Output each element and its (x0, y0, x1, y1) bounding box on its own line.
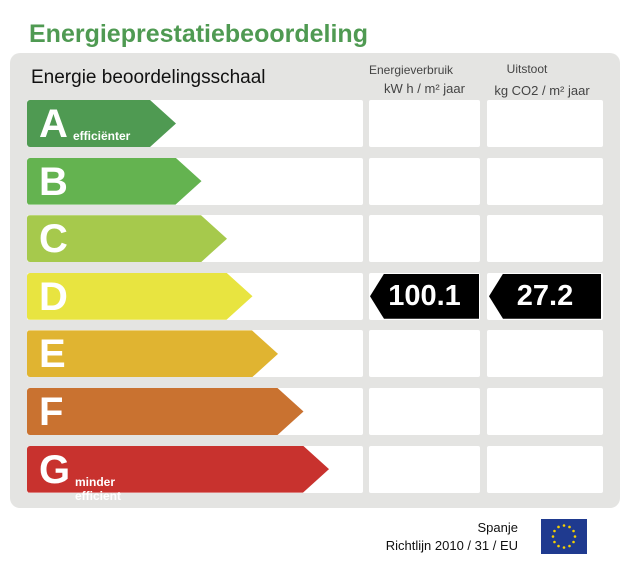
rating-letter: E (39, 332, 66, 377)
page-title: Energieprestatiebeoordeling (29, 20, 368, 48)
energy-value: 100.1 (370, 273, 479, 319)
rating-arrow (27, 215, 227, 263)
emission-header: Uitstoot (506, 62, 548, 76)
emission-cell (487, 445, 603, 493)
emission-cell (487, 100, 603, 147)
energy-header: Energieverbruik (369, 63, 454, 77)
rating-letter: C (39, 217, 68, 262)
rating-arrow (27, 272, 253, 320)
eu-star (553, 540, 556, 544)
emission-cell (487, 330, 603, 378)
emission-cell (487, 215, 603, 263)
eu-star (572, 540, 575, 544)
eu-flag-icon (541, 519, 587, 554)
rating-arrow (27, 157, 202, 205)
eu-star (557, 544, 560, 548)
emission-unit: kg CO2 / m² jaar (494, 83, 590, 98)
scale-label: Energie beoordelingsschaal (31, 67, 266, 88)
energy-cell (369, 330, 480, 378)
rating-arrow (27, 100, 176, 147)
energy-cell (369, 445, 480, 493)
eu-star (568, 544, 571, 548)
rating-letter: A (39, 102, 68, 146)
eu-star (562, 546, 566, 549)
rating-sub-label: minder efficient (75, 474, 122, 503)
eu-star (553, 529, 556, 533)
energy-cell (369, 215, 480, 263)
rating-arrow (27, 445, 329, 493)
eu-star (551, 535, 555, 538)
rating-letter: G (39, 447, 71, 492)
energy-cell (369, 388, 480, 435)
energy-unit: kW h / m² jaar (384, 81, 465, 96)
emission-cell (487, 388, 603, 435)
footer-country: Spanje (477, 520, 518, 535)
rating-sub-label: efficiënter (73, 129, 131, 143)
rating-letter: D (39, 274, 68, 319)
rating-arrow (27, 330, 278, 378)
rating-arrow (27, 388, 304, 435)
eu-star (572, 529, 575, 533)
eu-star (568, 525, 571, 529)
energy-cell (369, 100, 480, 147)
emission-value: 27.2 (489, 273, 601, 319)
eu-star (573, 535, 577, 538)
eu-star (562, 524, 566, 527)
emission-cell (487, 157, 603, 205)
footer-directive: Richtlijn 2010 / 31 / EU (385, 538, 518, 553)
rating-letter: B (39, 159, 68, 204)
eu-star (557, 525, 560, 529)
energy-cell (369, 157, 480, 205)
rating-letter: F (39, 390, 64, 434)
